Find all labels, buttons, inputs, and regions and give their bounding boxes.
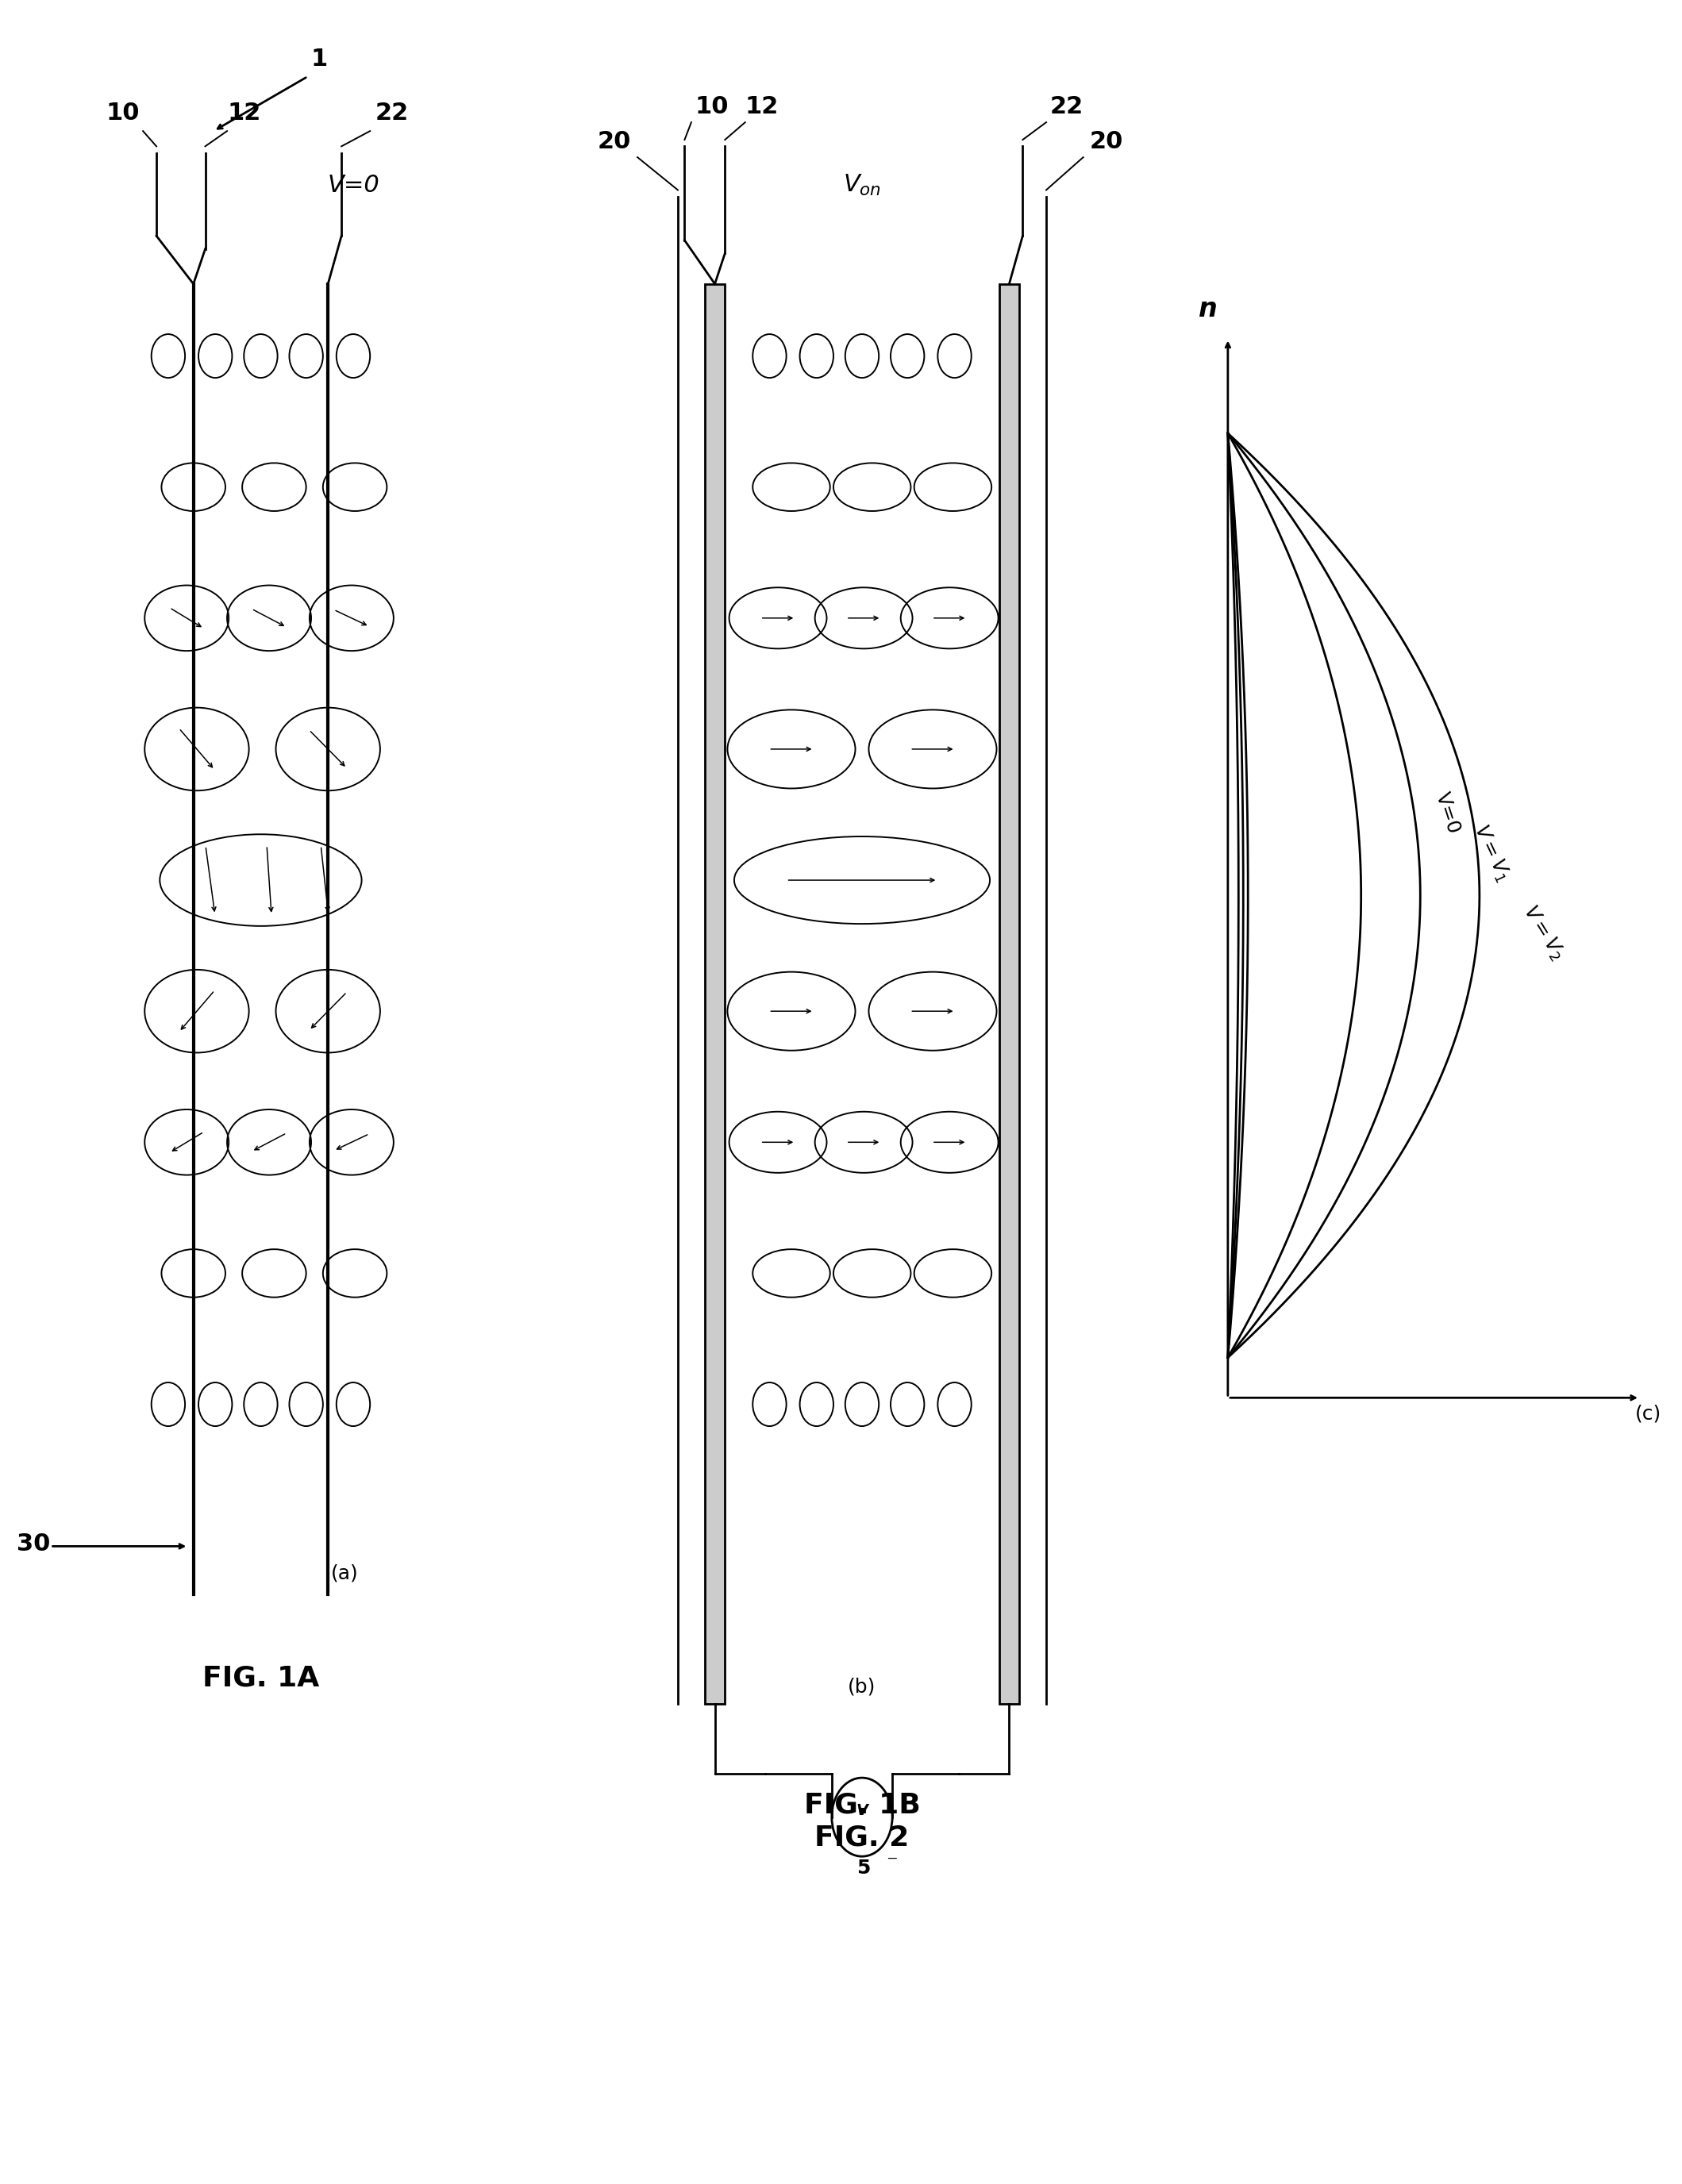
Text: 20: 20 [597, 131, 631, 153]
Text: (b): (b) [848, 1677, 876, 1697]
Text: V=0: V=0 [1431, 791, 1463, 836]
Text: 10: 10 [106, 103, 140, 124]
Text: $V_{on}$: $V_{on}$ [843, 173, 881, 199]
Text: 12: 12 [745, 96, 779, 118]
Text: 12: 12 [227, 103, 261, 124]
Text: 20: 20 [1090, 131, 1124, 153]
Text: V=0: V=0 [326, 175, 380, 197]
Text: FIG. 2: FIG. 2 [814, 1824, 910, 1852]
Text: $V=V_1$: $V=V_1$ [1470, 821, 1514, 885]
Text: n: n [1198, 297, 1218, 323]
Text: $V=V_2$: $V=V_2$ [1519, 902, 1568, 963]
Text: 1: 1 [311, 48, 328, 70]
Text: (a): (a) [331, 1564, 358, 1583]
Text: FIG. 1B: FIG. 1B [804, 1791, 920, 1819]
Text: 10: 10 [695, 96, 728, 118]
Text: 5: 5 [856, 1859, 871, 1878]
Text: V: V [856, 1804, 868, 1817]
Bar [999, 284, 1019, 1704]
Ellipse shape [831, 1778, 891, 1856]
Text: FIG. 1A: FIG. 1A [202, 1664, 320, 1693]
Text: 22: 22 [375, 103, 409, 124]
Text: (c): (c) [1635, 1404, 1662, 1424]
Text: 22: 22 [1050, 96, 1083, 118]
Text: 30: 30 [17, 1533, 50, 1555]
Bar [705, 284, 725, 1704]
Text: ⁻: ⁻ [885, 1852, 897, 1874]
